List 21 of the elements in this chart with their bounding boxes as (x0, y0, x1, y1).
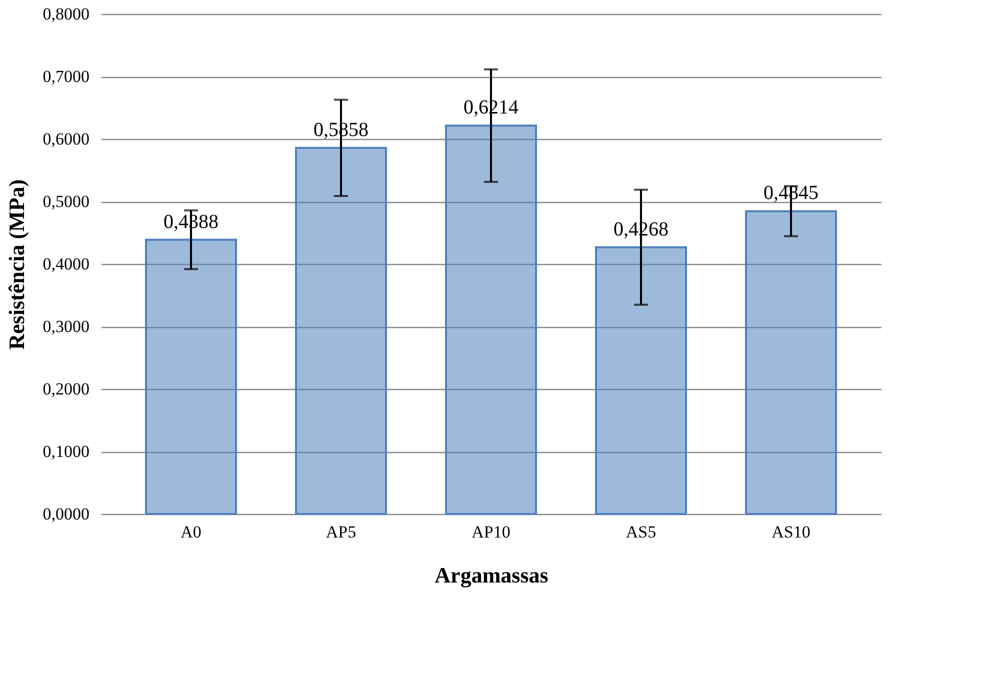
x-tick-label: AP5 (326, 522, 356, 542)
y-tick-label: 0,6000 (42, 130, 90, 148)
y-tick-label: 0,1000 (42, 442, 90, 461)
y-axis-title: Resistência (MPa) (4, 179, 29, 350)
bar (745, 210, 837, 515)
y-tick-label: 0,4000 (42, 254, 90, 274)
x-tick-label: AS10 (772, 522, 810, 542)
y-tick-label: 0,8000 (42, 4, 90, 24)
y-tick-label: 0,3000 (42, 317, 90, 336)
x-tick-label: AP10 (472, 522, 510, 542)
bar (145, 238, 237, 515)
y-tick-label: 0,7000 (42, 67, 90, 86)
bar (595, 246, 687, 515)
x-tick-label: AS5 (626, 522, 656, 542)
bar (295, 146, 387, 515)
bar (445, 124, 537, 515)
y-tick-label: 0,5000 (42, 192, 90, 211)
y-tick-label: 0,2000 (42, 380, 90, 398)
x-tick-label: A0 (180, 522, 202, 542)
x-axis-title: Argamassas (434, 562, 549, 588)
y-tick-label: 0,0000 (42, 504, 90, 524)
